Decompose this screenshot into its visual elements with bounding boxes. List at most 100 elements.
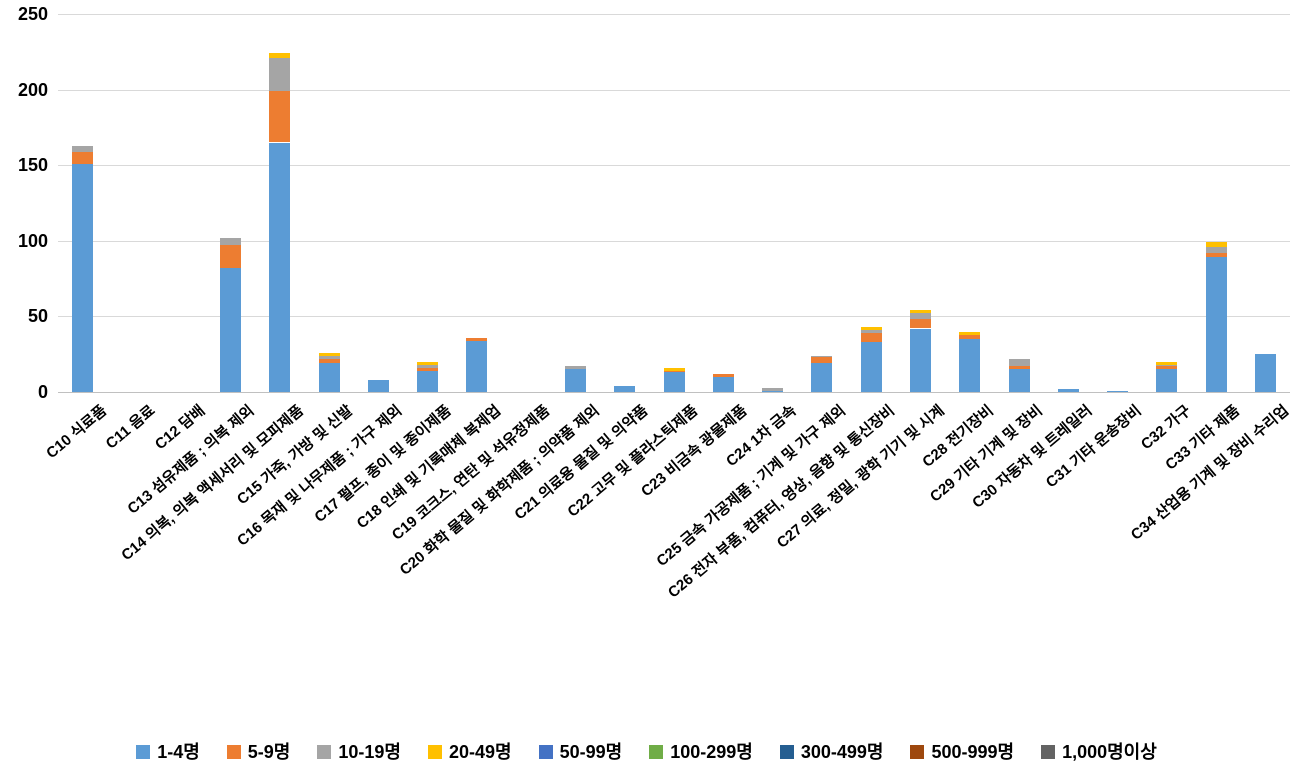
bar-segment-10-19명: [564, 366, 586, 370]
legend-item: 300-499명: [779, 742, 884, 762]
bar-segment-5-9명: [663, 370, 685, 373]
y-axis-tick-label: 150: [17, 155, 48, 176]
bar-segment-5-9명: [417, 367, 439, 371]
bar-segment-1-4명: [466, 340, 488, 392]
gridline: [58, 14, 1290, 15]
bar-segment-10-19명: [1205, 246, 1227, 253]
legend-swatch: [317, 745, 332, 759]
bar-segment-1-4명: [367, 379, 389, 392]
bar-segment-1-4명: [1205, 257, 1227, 392]
legend-swatch: [136, 745, 151, 759]
legend-label: 20-49명: [448, 742, 512, 762]
legend-label: 100-299명: [670, 742, 753, 762]
bar-segment-1-4명: [318, 363, 340, 392]
bar-segment-1-4명: [1008, 369, 1030, 392]
bar-segment-1-4명: [220, 268, 241, 392]
bar-segment-5-9명: [811, 357, 833, 364]
bar-segment-1-4명: [1057, 389, 1079, 392]
bar-segment-1-4명: [1107, 390, 1128, 392]
bar-segment-1-4명: [712, 376, 734, 392]
bar-segment-10-19명: [417, 364, 439, 368]
legend-label: 500-999명: [931, 742, 1015, 762]
gridline: [58, 240, 1290, 242]
bar-segment-10-19명: [72, 145, 94, 152]
bar-segment-10-19명: [909, 313, 931, 320]
legend-item: 50-99명: [538, 742, 623, 762]
bar-segment-5-9명: [466, 337, 488, 341]
bar-segment-5-9명: [72, 151, 94, 164]
bar-segment-5-9명: [269, 91, 291, 143]
bar-segment-1-4명: [1156, 369, 1178, 392]
legend-swatch: [1041, 745, 1056, 759]
legend-label: 5-9명: [247, 742, 291, 762]
bar-segment-1-4명: [663, 372, 685, 392]
bar-segment-20-49명: [663, 367, 685, 371]
x-axis-category-label: C11 음료: [103, 402, 159, 453]
bar-segment-20-49명: [1205, 242, 1227, 247]
legend-swatch: [427, 745, 442, 759]
bar-segment-5-9명: [1008, 366, 1030, 370]
gridline: [58, 165, 1290, 167]
bar-segment-1-4명: [417, 370, 439, 392]
bar-segment-1-4명: [909, 328, 931, 392]
bar-segment-10-19명: [269, 57, 291, 92]
bar-segment-5-9명: [712, 373, 734, 377]
bar-segment-10-19명: [1008, 358, 1030, 367]
bar-segment-20-49명: [959, 331, 981, 335]
legend-swatch: [649, 745, 664, 759]
x-axis-category-label: C26 전자 부품, 컴퓨터, 영상, 음향 및 통신장비: [664, 402, 899, 602]
bar-segment-10-19명: [860, 330, 882, 333]
bar-segment-10-19명: [318, 355, 340, 359]
y-axis-tick-label: 50: [27, 306, 48, 327]
bar-segment-20-49명: [1156, 361, 1178, 365]
legend-label: 1-4명: [157, 742, 200, 762]
bar-segment-1-4명: [564, 369, 586, 392]
bar-segment-10-19명: [762, 387, 784, 391]
bar-segment-10-19명: [220, 237, 241, 246]
legend-swatch: [226, 745, 241, 759]
y-axis-tick-label: 100: [17, 230, 48, 251]
bar-segment-5-9명: [1156, 366, 1178, 370]
bar-segment-5-9명: [318, 358, 340, 364]
x-axis-category-label: C14 의복, 의복 액세서리 및 모피제품: [118, 402, 307, 565]
bar-segment-5-9명: [959, 334, 981, 339]
y-axis-tick-label: 0: [37, 382, 48, 402]
chart-legend: 1-4명 5-9명 10-19명 20-49명 50-99명 100-299명 300-49…: [0, 742, 1293, 762]
legend-swatch: [910, 745, 925, 759]
legend-item: 20-49명: [427, 742, 512, 762]
bar-segment-1-4명: [811, 363, 833, 392]
legend-label: 50-99명: [559, 742, 623, 762]
bar-segment-1-4명: [762, 390, 784, 392]
bar-segment-1-4명: [72, 163, 94, 392]
bar-segment-5-9명: [1205, 252, 1227, 258]
gridline: [58, 316, 1290, 318]
bar-segment-20-49명: [909, 310, 931, 314]
y-axis-tick-label: 250: [17, 4, 48, 24]
gridline: [58, 89, 1290, 91]
legend-item: 5-9명: [226, 742, 291, 762]
bar-segment-5-9명: [220, 245, 241, 268]
legend-label: 10-19명: [338, 742, 401, 762]
legend-swatch: [779, 745, 794, 759]
legend-item: 1,000명이상: [1041, 742, 1157, 762]
bar-segment-1-4명: [860, 342, 882, 392]
x-axis-line: [58, 392, 1290, 393]
legend-label: 1,000명이상: [1062, 742, 1157, 762]
bar-segment-1-4명: [614, 386, 636, 392]
bar-segment-10-19명: [1156, 364, 1178, 367]
bar-segment-20-49명: [318, 352, 340, 356]
bar-segment-5-9명: [909, 319, 931, 329]
bar-segment-20-49명: [417, 361, 439, 365]
bar-segment-5-9명: [860, 333, 882, 343]
bar-segment-10-19명: [811, 355, 833, 358]
legend-item: 1-4명: [136, 742, 200, 762]
legend-item: 500-999명: [910, 742, 1014, 762]
legend-swatch: [538, 745, 553, 759]
legend-item: 10-19명: [317, 742, 401, 762]
bar-segment-20-49명: [860, 327, 882, 330]
bar-segment-1-4명: [1254, 354, 1276, 392]
bar-segment-1-4명: [959, 339, 981, 392]
legend-label: 300-499명: [800, 742, 884, 762]
bar-segment-20-49명: [269, 53, 291, 58]
